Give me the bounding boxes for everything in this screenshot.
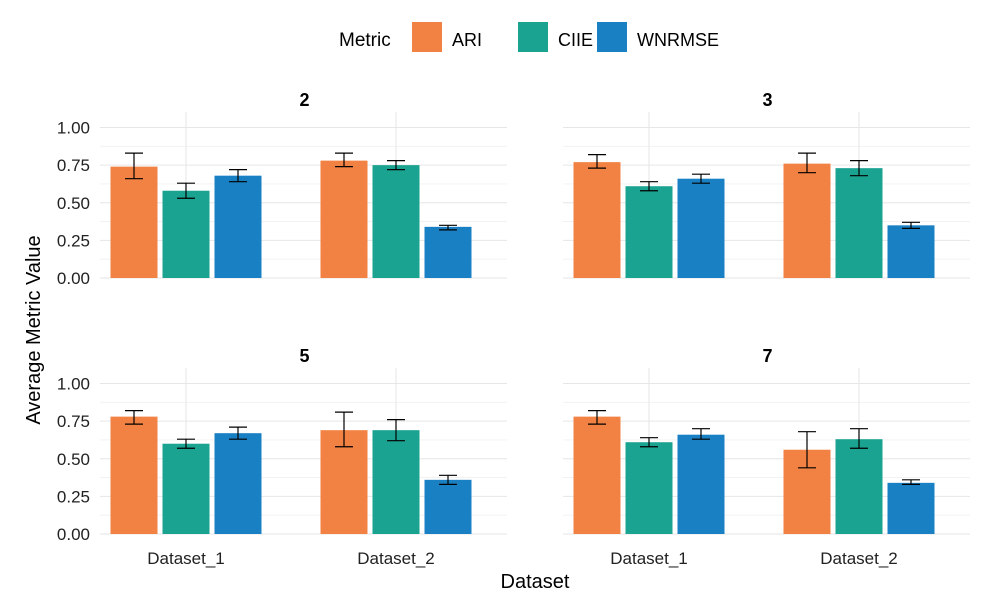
- error-bar: [229, 169, 247, 183]
- bar-ciie-dataset_2: [372, 430, 420, 534]
- bar-ciie-dataset_2: [835, 168, 883, 278]
- error-bar: [902, 479, 920, 485]
- panel-5: 5 0.00 0.25 0.50 0.75 1.00 Dataset_1 Dataset_2: [57, 346, 507, 568]
- error-bar: [588, 154, 606, 169]
- error-bar: [798, 431, 816, 469]
- y-tick-label: 0.50: [57, 194, 90, 213]
- bar-ciie-dataset_2: [372, 165, 420, 278]
- bar-ari-dataset_1: [573, 416, 621, 534]
- error-bar: [177, 438, 195, 449]
- error-bar: [125, 410, 143, 425]
- y-tick-label: 0.75: [57, 412, 90, 431]
- panel-2: 2 0.00 0.25 0.50 0.75 1.00: [57, 90, 507, 288]
- panel-title: 3: [762, 90, 772, 110]
- legend-label-ciie: CIIE: [558, 30, 593, 50]
- legend-title: Metric: [339, 30, 391, 51]
- error-bar: [640, 181, 658, 192]
- error-bar: [850, 428, 868, 449]
- error-bar: [439, 224, 457, 231]
- panel-3: 3: [563, 90, 970, 279]
- error-bar: [902, 221, 920, 229]
- error-bar: [640, 437, 658, 448]
- bar-ari-dataset_1: [110, 416, 158, 534]
- x-axis-title: Dataset: [501, 571, 570, 593]
- bar-ari-dataset_2: [783, 163, 831, 278]
- bar-ari-dataset_2: [320, 430, 368, 534]
- bar-wnrmse-dataset_1: [677, 178, 725, 278]
- x-tick-label: Dataset_1: [147, 549, 225, 568]
- error-bar: [588, 410, 606, 425]
- legend-label-ari: ARI: [452, 30, 482, 50]
- error-bar: [335, 152, 353, 168]
- bar-wnrmse-dataset_2: [424, 479, 472, 534]
- panel-title: 5: [299, 346, 309, 366]
- panel-title: 2: [299, 90, 309, 110]
- error-bar: [692, 173, 710, 184]
- error-bar: [125, 152, 143, 180]
- error-bar: [439, 474, 457, 485]
- panel-7: 7 Dataset_1 Dataset_2: [563, 346, 970, 568]
- panel-title: 7: [762, 346, 772, 366]
- panels: 2 0.00 0.25 0.50 0.75 1.00 3 5 0.00 0.25 0.50 0.75 1…: [57, 90, 970, 568]
- bar-ciie-dataset_1: [162, 190, 210, 278]
- legend-label-wnrmse: WNRMSE: [637, 30, 719, 50]
- error-bar: [387, 160, 405, 171]
- legend-key-ciie: [518, 22, 548, 52]
- y-tick-label: 0.00: [57, 269, 90, 288]
- bar-ari-dataset_2: [320, 160, 368, 278]
- error-bar: [335, 411, 353, 448]
- bar-wnrmse-dataset_1: [677, 434, 725, 534]
- legend-key-wnrmse: [597, 22, 627, 52]
- y-axis-title: Average Metric Value: [23, 235, 45, 424]
- error-bar: [798, 152, 816, 174]
- bar-wnrmse-dataset_1: [214, 433, 262, 534]
- legend-key-ari: [412, 22, 442, 52]
- bar-wnrmse-dataset_1: [214, 175, 262, 278]
- y-tick-label: 0.00: [57, 525, 90, 544]
- y-tick-label: 1.00: [57, 119, 90, 138]
- x-tick-label: Dataset_2: [820, 549, 898, 568]
- error-bar: [850, 160, 868, 177]
- legend: Metric ARI CIIE WNRMSE: [339, 22, 719, 52]
- bar-wnrmse-dataset_2: [887, 482, 935, 534]
- y-tick-label: 0.50: [57, 450, 90, 469]
- y-tick-label: 0.25: [57, 231, 90, 250]
- bar-ciie-dataset_2: [835, 439, 883, 534]
- y-tick-label: 1.00: [57, 375, 90, 394]
- error-bar: [177, 182, 195, 199]
- x-tick-label: Dataset_2: [357, 549, 435, 568]
- x-tick-label: Dataset_1: [610, 549, 688, 568]
- bar-ari-dataset_1: [110, 166, 158, 278]
- error-bar: [387, 419, 405, 442]
- error-bar: [229, 426, 247, 440]
- bar-wnrmse-dataset_2: [887, 225, 935, 278]
- bar-ciie-dataset_1: [625, 442, 673, 534]
- bar-ciie-dataset_1: [625, 186, 673, 278]
- error-bar: [692, 428, 710, 440]
- y-tick-label: 0.25: [57, 487, 90, 506]
- y-tick-label: 0.75: [57, 156, 90, 175]
- bar-ciie-dataset_1: [162, 443, 210, 534]
- bar-ari-dataset_1: [573, 162, 621, 278]
- bar-wnrmse-dataset_2: [424, 226, 472, 278]
